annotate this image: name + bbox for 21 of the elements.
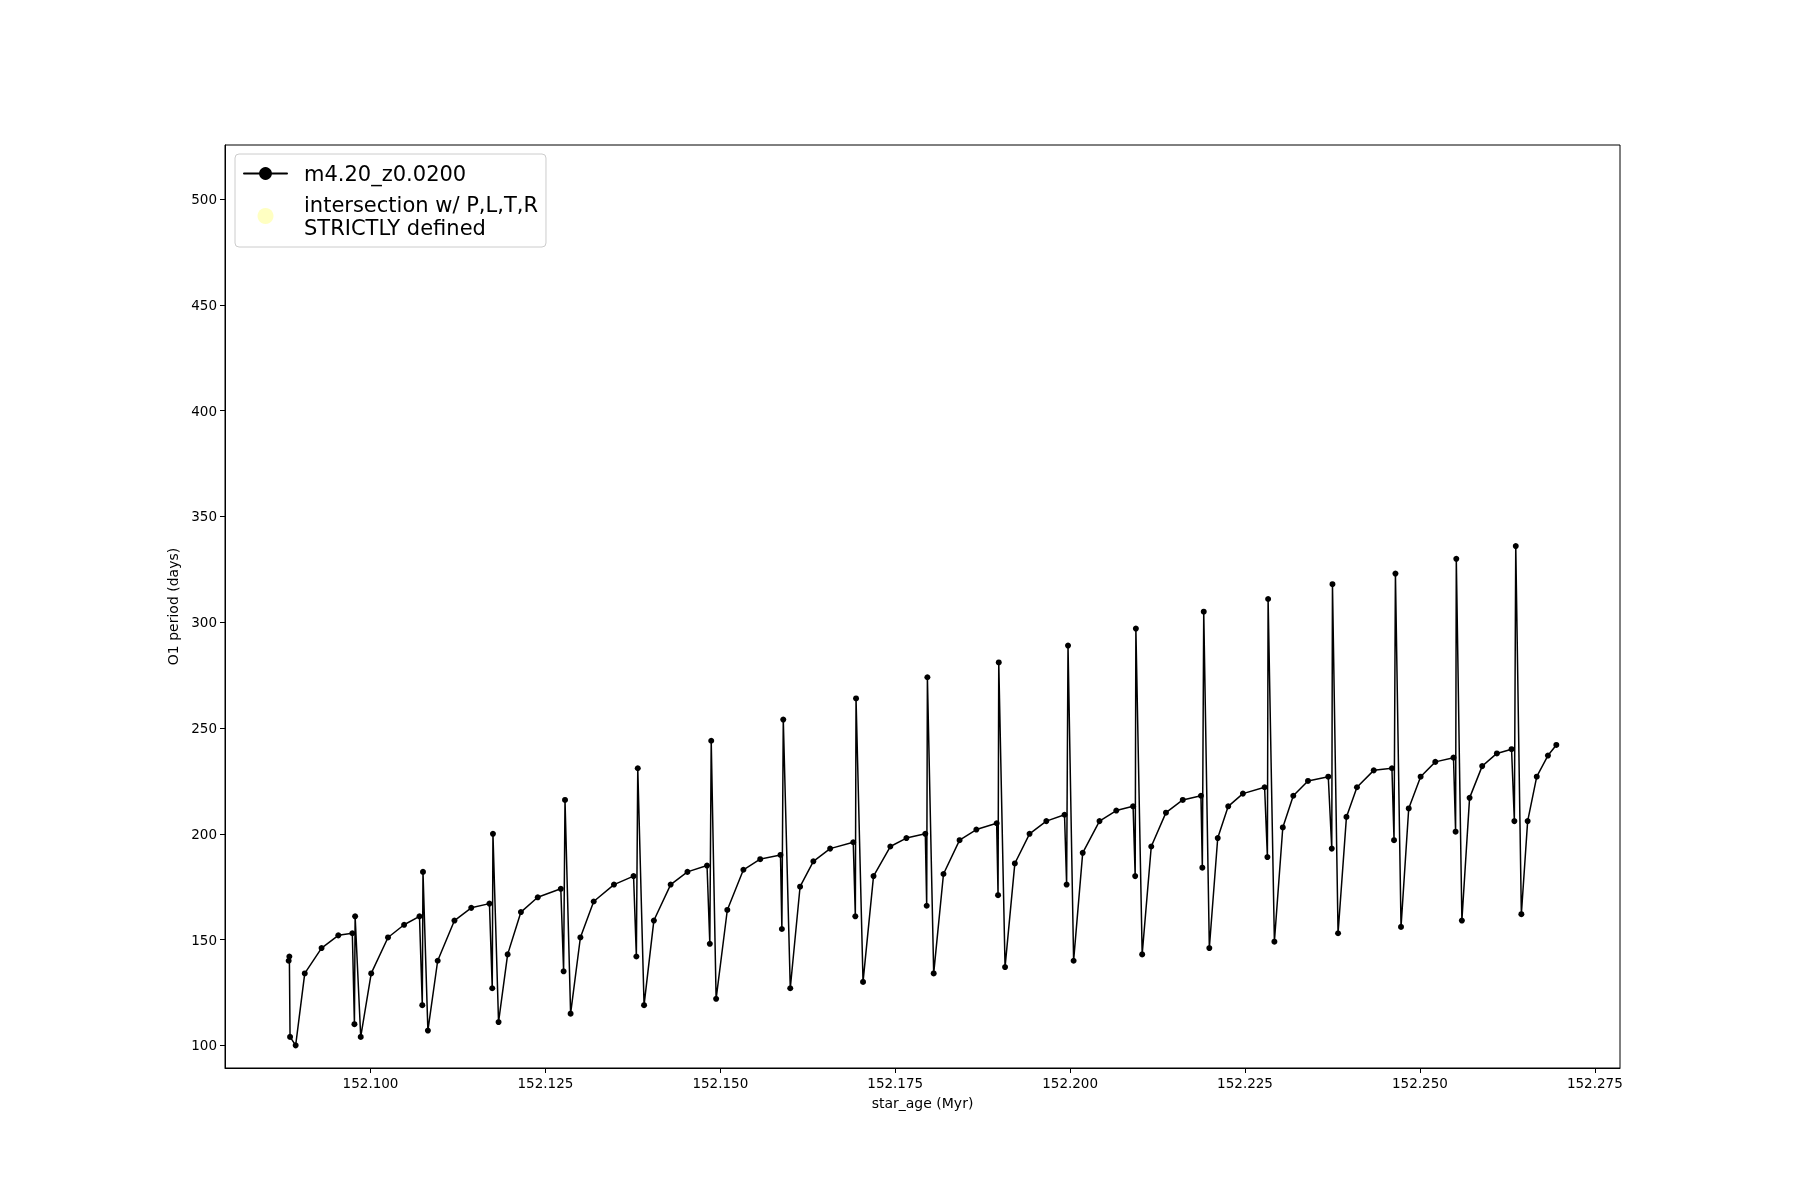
x-tick-label: 152.250 [1392,1075,1448,1091]
y-tick-label: 500 [191,191,217,208]
y-tick-label: 100 [191,1037,217,1054]
x-tick-label: 152.275 [1566,1075,1623,1091]
x-tick-label: 152.150 [692,1075,749,1091]
y-tick-label: 250 [191,720,217,737]
x-tick-label: 152.125 [517,1075,574,1091]
y-tick-label: 350 [191,508,217,525]
x-tick-label: 152.100 [342,1075,399,1091]
y-tick-label: 300 [191,614,217,631]
y-tick-label: 450 [191,296,217,313]
legend-label: m4.20_z0.0200 [304,161,467,187]
x-tick-label: 152.200 [1042,1075,1099,1091]
y-axis-title: O1 period (days) [165,547,182,666]
x-tick-label: 152.175 [867,1075,924,1091]
legend-label: intersection w/ P,L,T,R STRICTLY defined [304,192,538,240]
x-axis-title: star_age (Myr) [871,1095,974,1111]
y-tick-label: 150 [191,931,217,948]
x-tick-label: 152.225 [1217,1075,1273,1091]
y-tick-label: 400 [191,402,217,419]
y-tick-label: 200 [191,825,217,842]
